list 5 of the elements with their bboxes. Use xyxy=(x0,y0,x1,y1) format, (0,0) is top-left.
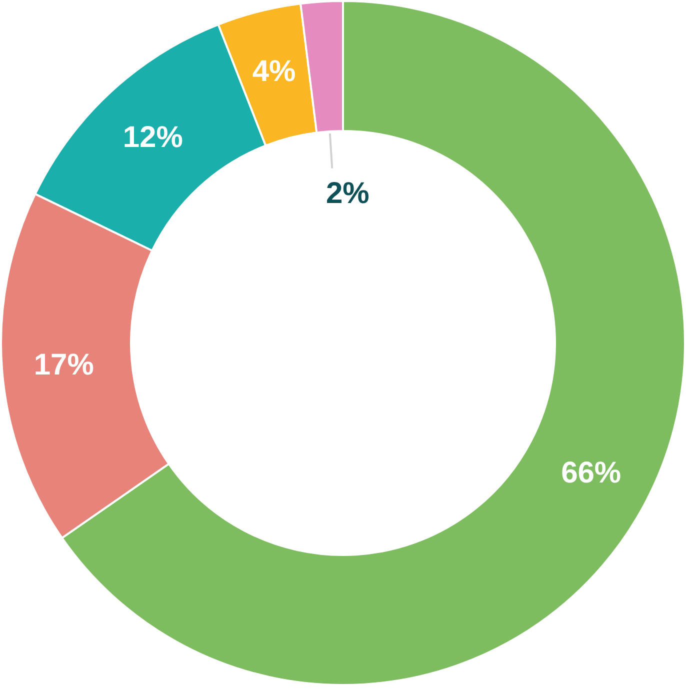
data-label: 17% xyxy=(34,348,94,382)
data-label: 2% xyxy=(326,176,370,210)
data-label: 4% xyxy=(252,55,296,88)
data-label: 66% xyxy=(561,456,622,490)
data-label: 12% xyxy=(122,120,183,154)
